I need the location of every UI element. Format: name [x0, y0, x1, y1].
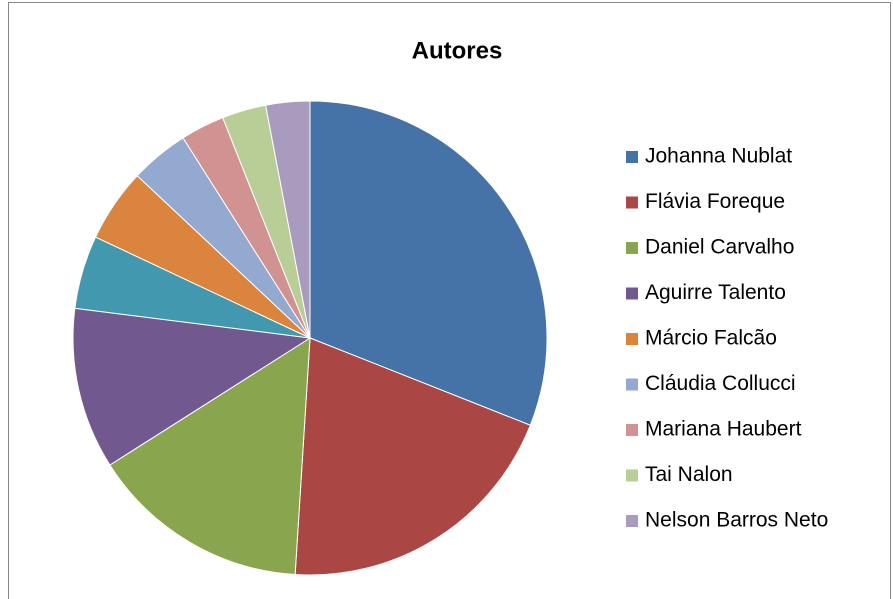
- pie-slice: [72, 307, 312, 466]
- chart-title: Autores: [412, 37, 503, 64]
- legend-swatch: [626, 333, 638, 345]
- pie-slice: [309, 100, 548, 426]
- pie-slice: [109, 337, 311, 576]
- legend-swatch: [626, 196, 638, 209]
- legend-label: Aguirre Talento: [645, 281, 786, 304]
- legend-label: Cláudia Collucci: [645, 372, 796, 395]
- legend-swatch: [626, 424, 638, 436]
- legend-swatch: [626, 378, 638, 391]
- legend-swatch: [626, 515, 638, 527]
- legend-swatch: [626, 287, 638, 300]
- pie-slice: [265, 100, 311, 339]
- legend-label: Mariana Haubert: [645, 418, 802, 441]
- legend-label: Johanna Nublat: [645, 145, 792, 168]
- legend-label: Nelson Barros Neto: [645, 509, 828, 532]
- legend-label: Tai Nalon: [645, 463, 733, 486]
- legend-label: Márcio Falcão: [645, 327, 777, 350]
- legend-swatch: [626, 151, 638, 163]
- pie-slice: [294, 337, 532, 576]
- legend-label: Flávia Foreque: [645, 190, 785, 213]
- legend-label: Daniel Carvalho: [645, 236, 794, 259]
- legend-swatch: [626, 469, 638, 482]
- legend-swatch: [626, 242, 638, 254]
